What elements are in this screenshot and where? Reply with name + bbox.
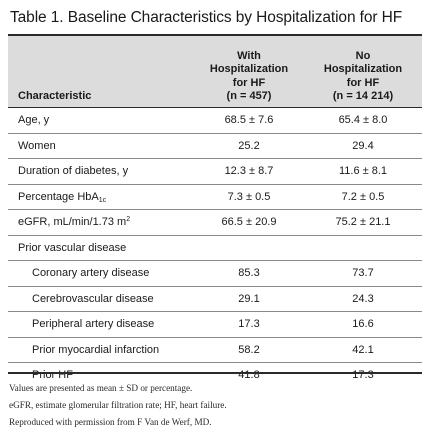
table-row: eGFR, mL/min/1.73 m2 66.5 ± 20.9 75.2 ± 21… bbox=[8, 209, 422, 235]
table-row: Percentage HbA1c 7.3 ± 0.5 7.2 ± 0.5 bbox=[8, 183, 422, 210]
header-characteristic: Characteristic bbox=[18, 90, 92, 102]
row-label: Coronary artery disease bbox=[32, 267, 149, 279]
row-label: Cerebrovascular disease bbox=[32, 293, 154, 305]
row-label: Age, y bbox=[18, 114, 49, 126]
header-col1-line: (n = 457) bbox=[226, 89, 272, 102]
table-footnotes: Values are presented as mean ± SD or per… bbox=[9, 380, 227, 431]
row-label: Prior myocardial infarction bbox=[32, 344, 159, 356]
row-label-text: Cerebrovascular disease bbox=[32, 292, 154, 305]
table-row: Peripheral artery disease 17.3 16.6 bbox=[8, 311, 422, 337]
table-body: Age, y 68.5 ± 7.6 65.4 ± 8.0 Women 25.2 29.4 D… bbox=[8, 107, 422, 388]
row-label-text: Peripheral artery disease bbox=[32, 318, 155, 330]
cell-no-hospitalization: 16.6 bbox=[352, 318, 374, 330]
cell-no-hospitalization: 17.3 bbox=[352, 369, 374, 381]
table-row: Prior vascular disease bbox=[8, 234, 422, 261]
table-number: Table 1. bbox=[10, 9, 64, 26]
cell-with-hospitalization: 66.5 ± 20.9 bbox=[221, 216, 277, 228]
footnote: Reproduced with permission from F Van de… bbox=[9, 417, 212, 427]
row-label: Women bbox=[18, 140, 56, 152]
row-label-text: Age, y bbox=[18, 114, 50, 126]
cell-with-hospitalization: 12.3 ± 8.7 bbox=[224, 165, 274, 177]
cell-with-hospitalization: 68.5 ± 7.6 bbox=[224, 114, 274, 126]
table-row: Duration of diabetes, y 12.3 ± 8.7 11.6 ± … bbox=[8, 158, 422, 184]
cell-no-hospitalization: 29.4 bbox=[352, 139, 374, 152]
bottom-rule bbox=[8, 372, 422, 374]
table-title: Table 1. Baseline Characteristics by Hos… bbox=[10, 9, 402, 27]
row-label-subscript: 1c bbox=[98, 196, 107, 204]
row-label-text: Duration of diabetes, y bbox=[18, 165, 129, 177]
header-col1-line: With bbox=[237, 50, 261, 63]
cell-with-hospitalization: 25.2 bbox=[238, 139, 260, 152]
header-col2-line: (n = 14 214) bbox=[332, 89, 394, 102]
table-header: Characteristic With Hospitalization for … bbox=[8, 36, 422, 107]
cell-no-hospitalization: 11.6 ± 8.1 bbox=[338, 165, 388, 177]
cell-no-hospitalization: 65.4 ± 8.0 bbox=[338, 114, 388, 126]
table-row: Women 25.2 29.4 bbox=[8, 132, 422, 159]
cell-with-hospitalization: 29.1 bbox=[238, 292, 260, 305]
row-label-text: Prior myocardial infarction bbox=[32, 343, 160, 356]
cell-with-hospitalization: 17.3 bbox=[238, 318, 260, 330]
header-col1-line: for HF bbox=[232, 76, 266, 89]
top-rule bbox=[8, 34, 422, 36]
header-col2-line: Hospitalization bbox=[323, 63, 403, 76]
cell-with-hospitalization: 7.3 ± 0.5 bbox=[227, 190, 271, 203]
row-label: eGFR, mL/min/1.73 m2 bbox=[18, 216, 130, 228]
header-col2-line: No bbox=[355, 50, 371, 63]
row-label-superscript: 2 bbox=[126, 216, 131, 223]
table-row: Coronary artery disease 85.3 73.7 bbox=[8, 260, 422, 286]
cell-with-hospitalization: 58.2 bbox=[238, 343, 260, 356]
cell-no-hospitalization: 73.7 bbox=[352, 267, 374, 279]
cell-no-hospitalization: 24.3 bbox=[352, 292, 374, 305]
row-label-text: Percentage HbA bbox=[18, 190, 99, 203]
row-label: Peripheral artery disease bbox=[32, 318, 154, 330]
row-label-text: Prior vascular disease bbox=[18, 241, 127, 254]
row-label: Duration of diabetes, y bbox=[18, 165, 128, 177]
cell-with-hospitalization: 85.3 bbox=[238, 267, 260, 279]
footnote: eGFR, estimate glomerular filtration rat… bbox=[9, 400, 227, 410]
cell-no-hospitalization: 42.1 bbox=[352, 343, 374, 356]
cell-no-hospitalization: 75.2 ± 21.1 bbox=[335, 216, 391, 228]
header-col1-line: Hospitalization bbox=[209, 63, 289, 76]
table-row: Cerebrovascular disease 29.1 24.3 bbox=[8, 285, 422, 312]
row-label: Prior vascular disease bbox=[18, 242, 126, 254]
header-col2-line: for HF bbox=[346, 76, 380, 89]
table-title-text: Baseline Characteristics by Hospitalizat… bbox=[67, 9, 403, 26]
table-row: Prior myocardial infarction 58.2 42.1 bbox=[8, 336, 422, 363]
row-label-text: Women bbox=[18, 139, 56, 152]
row-label-text: eGFR, mL/min/1.73 m bbox=[18, 216, 127, 228]
row-label: Percentage HbA1c bbox=[18, 191, 106, 204]
header-with-hospitalization: With Hospitalization for HF (n = 457) bbox=[190, 50, 308, 103]
row-label-text: Coronary artery disease bbox=[32, 267, 150, 279]
header-no-hospitalization: No Hospitalization for HF (n = 14 214) bbox=[304, 50, 422, 103]
footnote: Values are presented as mean ± SD or per… bbox=[9, 383, 193, 393]
table-row: Age, y 68.5 ± 7.6 65.4 ± 8.0 bbox=[8, 107, 422, 133]
cell-no-hospitalization: 7.2 ± 0.5 bbox=[341, 190, 385, 203]
